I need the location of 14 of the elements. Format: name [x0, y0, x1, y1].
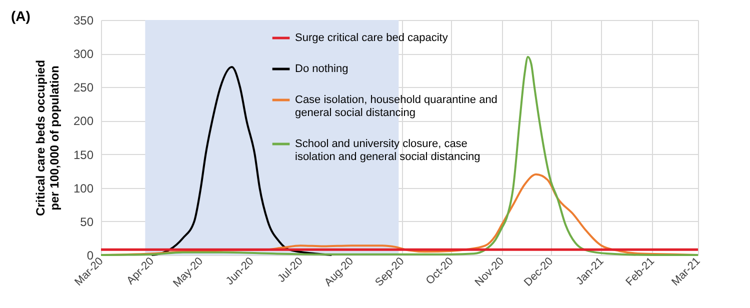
y-tick-label: 150 [73, 148, 94, 162]
legend-label: Surge critical care bed capacity [295, 32, 448, 44]
legend-label: Case isolation, household quarantine and general social distancing [295, 94, 498, 119]
y-tick-label: 350 [73, 14, 94, 28]
chart-title: (A) [11, 8, 30, 24]
legend-label: Do nothing [295, 63, 348, 75]
y-tick-label: 50 [80, 214, 94, 229]
legend-label: School and university closure, case isolation and general social distancing [295, 138, 480, 163]
y-tick-label: 250 [73, 80, 94, 95]
y-tick-label: 300 [73, 47, 94, 62]
y-tick-label: 0 [86, 248, 94, 262]
y-tick-label: 100 [73, 181, 94, 196]
y-axis-title: Critical care beds occupied per 100,000 of population [33, 60, 62, 216]
y-tick-label: 200 [73, 114, 94, 128]
